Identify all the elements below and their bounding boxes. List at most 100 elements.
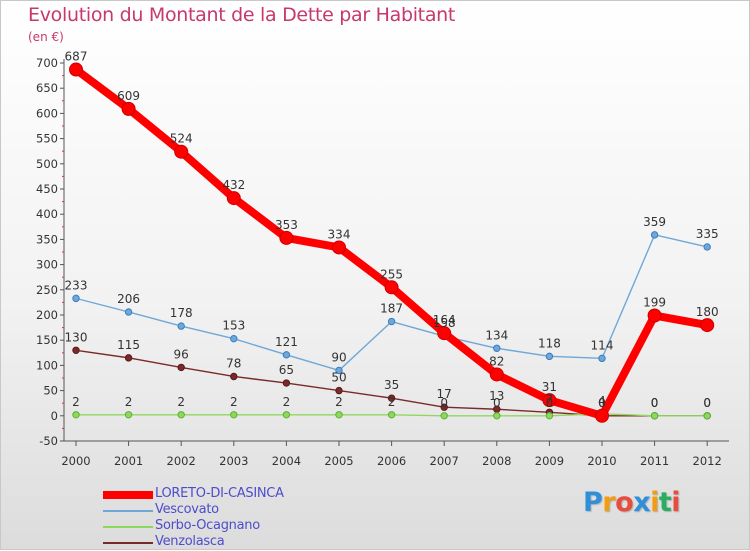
data-point bbox=[387, 317, 396, 326]
legend-swatch bbox=[103, 510, 153, 512]
series-line bbox=[72, 65, 712, 420]
x-tick-label: 2010 bbox=[587, 454, 616, 468]
data-label: 359 bbox=[643, 215, 666, 229]
data-point bbox=[650, 231, 659, 239]
y-tick-label: 300 bbox=[36, 258, 58, 272]
data-point bbox=[174, 144, 189, 159]
data-point bbox=[545, 412, 554, 420]
legend-label: LORETO-DI-CASINCA bbox=[155, 486, 284, 501]
data-point bbox=[332, 240, 346, 255]
data-label: 134 bbox=[485, 328, 508, 342]
data-label: 233 bbox=[65, 278, 88, 292]
data-point bbox=[387, 394, 396, 402]
data-point bbox=[703, 243, 711, 251]
data-point bbox=[124, 354, 133, 362]
brand-letter: x bbox=[633, 487, 651, 518]
data-label: 2 bbox=[177, 395, 185, 409]
legend-label: Vescovato bbox=[155, 502, 219, 517]
data-label: 2 bbox=[125, 395, 133, 409]
data-label: 2 bbox=[388, 395, 396, 409]
data-label: 4 bbox=[598, 394, 606, 408]
data-label: 115 bbox=[117, 338, 140, 352]
data-label: 178 bbox=[170, 306, 193, 320]
data-label: 96 bbox=[174, 347, 189, 361]
data-label: 0 bbox=[493, 396, 501, 410]
brand-letter: i bbox=[650, 487, 659, 518]
data-label: 2 bbox=[72, 395, 80, 409]
data-label: 2 bbox=[230, 395, 238, 409]
data-label: 353 bbox=[275, 218, 298, 232]
data-point bbox=[177, 322, 185, 330]
data-label: 0 bbox=[703, 396, 711, 410]
data-label: 524 bbox=[170, 132, 193, 146]
data-point bbox=[545, 352, 554, 361]
data-label: 0 bbox=[440, 396, 448, 410]
data-point bbox=[72, 294, 80, 303]
data-label: 0 bbox=[598, 396, 606, 410]
data-label: 118 bbox=[538, 336, 561, 350]
data-label: 35 bbox=[384, 378, 399, 392]
x-tick-label: 2003 bbox=[219, 454, 248, 468]
data-label: 65 bbox=[279, 363, 294, 377]
data-point bbox=[230, 372, 238, 381]
data-point bbox=[72, 346, 80, 354]
data-point bbox=[230, 334, 238, 343]
x-tick-label: 2005 bbox=[324, 454, 353, 468]
legend-label: Venzolasca bbox=[155, 534, 225, 549]
data-point bbox=[335, 366, 343, 375]
data-point bbox=[124, 411, 133, 419]
data-point bbox=[177, 411, 185, 419]
brand-letter: P bbox=[583, 487, 603, 518]
data-label: 130 bbox=[65, 330, 88, 344]
y-tick-label: 350 bbox=[36, 232, 58, 246]
x-tick-label: 2004 bbox=[272, 454, 301, 468]
data-label: 335 bbox=[696, 227, 719, 241]
data-label: 0 bbox=[598, 396, 606, 410]
data-label: 0 bbox=[651, 396, 659, 410]
data-point bbox=[282, 411, 291, 419]
x-tick-label: 2007 bbox=[430, 454, 459, 468]
data-label: 255 bbox=[380, 267, 403, 281]
data-point bbox=[437, 326, 452, 341]
data-point bbox=[124, 308, 133, 316]
data-point bbox=[598, 354, 606, 363]
data-label: 164 bbox=[433, 313, 456, 327]
data-label: 90 bbox=[331, 350, 346, 364]
brand-logo: Proxiti bbox=[583, 487, 681, 518]
data-label: 334 bbox=[328, 227, 351, 241]
data-label: 82 bbox=[489, 354, 504, 368]
data-label: 180 bbox=[696, 305, 719, 319]
y-tick-label: 650 bbox=[36, 81, 58, 95]
data-point bbox=[700, 318, 715, 333]
y-tick-label: 450 bbox=[36, 182, 58, 196]
data-label: 114 bbox=[591, 338, 614, 352]
data-label: 432 bbox=[222, 178, 245, 192]
x-tick-label: 2008 bbox=[482, 454, 511, 468]
data-label: 153 bbox=[222, 319, 245, 333]
data-point bbox=[226, 191, 241, 206]
data-label: 0 bbox=[546, 396, 554, 410]
data-point bbox=[279, 230, 294, 245]
data-label: 187 bbox=[380, 302, 403, 316]
brand-letter: o bbox=[615, 487, 634, 518]
brand-letter: t bbox=[658, 487, 672, 518]
data-point bbox=[72, 411, 80, 419]
data-label: 31 bbox=[542, 380, 557, 394]
data-label: 13 bbox=[489, 389, 504, 403]
x-tick-label: 2002 bbox=[167, 454, 196, 468]
brand-letter: r bbox=[602, 487, 616, 518]
data-point bbox=[647, 308, 662, 323]
y-tick-label: 250 bbox=[36, 283, 58, 297]
data-point bbox=[282, 379, 291, 387]
data-point bbox=[282, 351, 291, 359]
legend-swatch bbox=[103, 542, 153, 544]
y-tick-label: 550 bbox=[36, 132, 58, 146]
y-tick-label: 500 bbox=[36, 157, 58, 171]
data-point bbox=[69, 62, 83, 77]
data-label: 609 bbox=[117, 89, 140, 103]
y-tick-label: 600 bbox=[36, 106, 58, 120]
y-tick-label: 700 bbox=[36, 56, 58, 70]
x-tick-label: 2009 bbox=[535, 454, 564, 468]
